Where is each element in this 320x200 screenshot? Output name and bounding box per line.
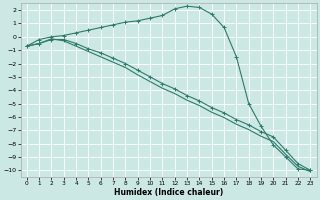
X-axis label: Humidex (Indice chaleur): Humidex (Indice chaleur) xyxy=(114,188,223,197)
